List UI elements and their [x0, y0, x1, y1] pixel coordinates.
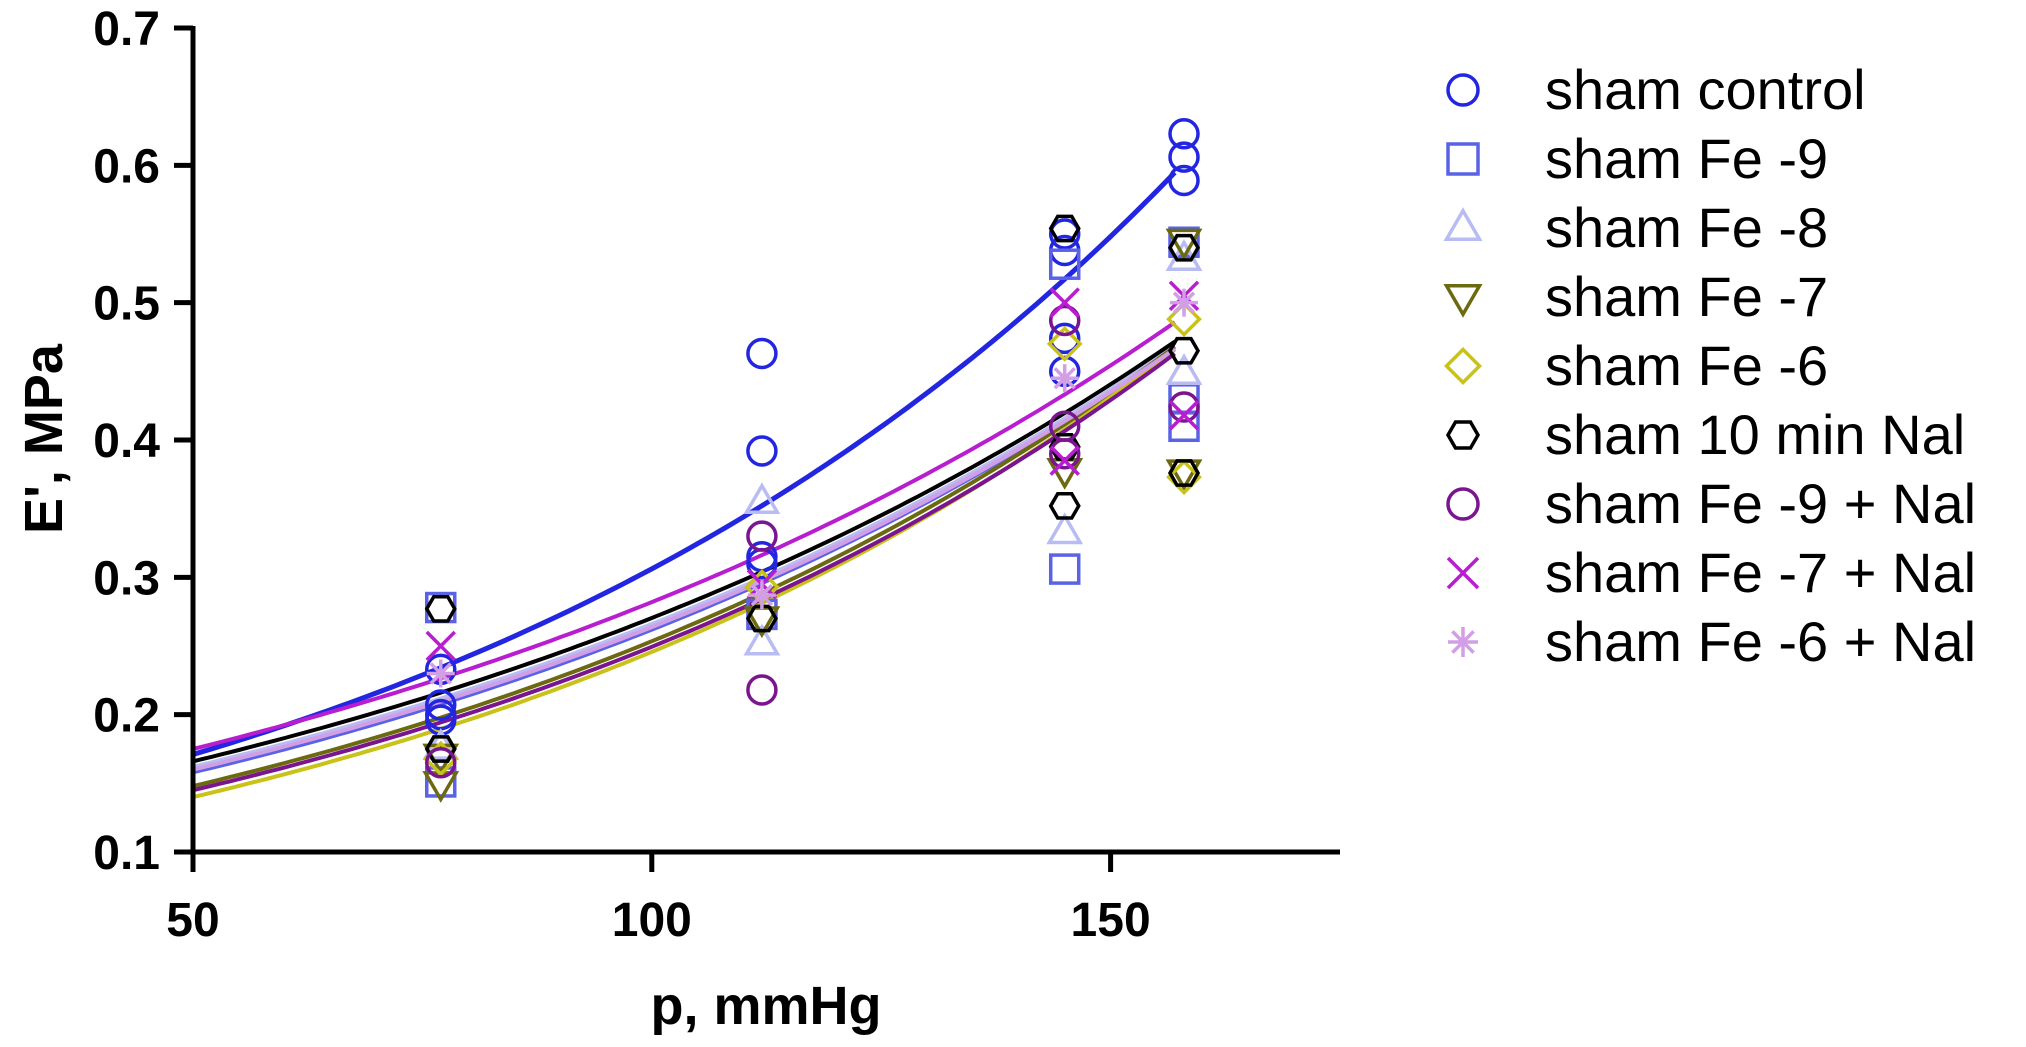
- y-tick-label: 0.7: [93, 3, 160, 56]
- x-tick-label: 100: [612, 894, 692, 947]
- y-tick-label: 0.4: [93, 415, 160, 468]
- fit-lines: [192, 170, 1177, 800]
- data-point-s6-3: [745, 604, 778, 633]
- fit-line-4: [192, 345, 1177, 789]
- y-tick-label: 0.6: [93, 140, 160, 193]
- data-point-s7-1: [425, 746, 457, 779]
- legend-item: sham Fe -6: [1444, 334, 1828, 397]
- fit-line-3: [192, 344, 1176, 769]
- data-point-s6-6: [1048, 492, 1081, 520]
- fit-line-9: [192, 347, 1176, 772]
- legend-label: sham Fe -7 + Nal: [1545, 541, 1976, 604]
- legend-item: sham Fe -7 + Nal: [1446, 541, 1976, 604]
- data-point-s7-7: [1168, 391, 1200, 423]
- x-tick-label: 50: [166, 894, 219, 947]
- legend-marker-7: [1446, 487, 1480, 521]
- data-point-s1-9: [1048, 218, 1081, 250]
- data-point-s6-1: [424, 595, 457, 623]
- data-point-s2-5: [1048, 553, 1081, 585]
- data-point-s6-8: [1167, 336, 1201, 365]
- legend-item: sham Fe -8: [1443, 196, 1828, 259]
- legend-marker-2: [1446, 142, 1480, 176]
- data-point-s7-6: [1048, 437, 1081, 470]
- y-tick-label: 0.3: [93, 552, 160, 605]
- legend-label: sham Fe -9 + Nal: [1545, 472, 1976, 535]
- legend-marker-8: [1446, 556, 1480, 590]
- x-axis-title: p, mmHg: [650, 976, 881, 1036]
- legend-item: sham Fe -7: [1443, 265, 1828, 328]
- data-point-s9-2: [747, 581, 776, 610]
- data-point-s6-4: [1048, 214, 1081, 243]
- data-point-s6-9: [1167, 459, 1201, 487]
- data-point-s2-8: [1168, 410, 1200, 443]
- data-point-s1-13: [1168, 117, 1200, 150]
- data-point-s3-3: [743, 623, 781, 656]
- y-tick-label: 0.1: [93, 827, 160, 880]
- data-point-s8-1: [425, 630, 456, 662]
- data-point-s1-15: [1168, 164, 1200, 197]
- y-tick-label: 0.5: [93, 278, 160, 331]
- legend-marker-9: [1448, 627, 1478, 657]
- data-point-s7-3: [746, 520, 778, 552]
- data-point-s5-3: [1046, 325, 1083, 362]
- legend-label: sham Fe -6 + Nal: [1545, 610, 1976, 673]
- data-point-s7-4: [1048, 304, 1081, 337]
- legend-marker-6: [1445, 420, 1481, 450]
- fit-line-1: [192, 170, 1177, 757]
- data-point-s4-5: [1165, 228, 1203, 261]
- legend-label: sham Fe -9: [1545, 127, 1828, 190]
- fit-line-8: [192, 320, 1176, 751]
- fit-line-6: [192, 339, 1176, 764]
- data-point-s5-5: [1166, 459, 1202, 495]
- y-axis-title: E', MPa: [14, 343, 74, 534]
- legend-item: sham Fe -6 + Nal: [1448, 610, 1976, 673]
- data-point-s8-3: [1049, 287, 1080, 318]
- legend-label: sham control: [1545, 58, 1866, 121]
- legend-label: sham Fe -6: [1545, 334, 1828, 397]
- data-point-s2-4: [1048, 248, 1081, 280]
- data-point-s1-2: [425, 689, 457, 721]
- ticks: 50 100 150 0.1 0.2 0.3 0.4 0.5 0.6 0.7: [93, 3, 1150, 947]
- data-point-s8-6: [1168, 400, 1200, 431]
- legend-marker-4: [1443, 284, 1483, 318]
- legend-label: sham 10 min Nal: [1545, 403, 1965, 466]
- legend-label: sham Fe -7: [1545, 265, 1828, 328]
- data-point-s7-2: [746, 674, 778, 706]
- data-point-s6-2: [424, 735, 457, 763]
- x-tick-label: 150: [1071, 894, 1151, 947]
- data-point-s8-4: [1049, 445, 1080, 476]
- data-point-s9-1: [426, 659, 455, 688]
- legend-marker-3: [1443, 207, 1483, 241]
- data-point-s3-6: [1165, 353, 1203, 385]
- y-tick-label: 0.2: [93, 690, 160, 743]
- data-point-s6-7: [1167, 233, 1201, 262]
- fit-line-7: [192, 351, 1177, 793]
- data-point-s9-3: [1050, 364, 1079, 393]
- legend-marker-5: [1444, 347, 1482, 385]
- legend-item: sham Fe -9: [1446, 127, 1828, 190]
- legend-item: sham control: [1446, 58, 1866, 121]
- data-point-s1-14: [1168, 141, 1200, 173]
- data-point-s1-5: [746, 337, 778, 370]
- data-point-s9-4: [1170, 288, 1199, 317]
- legend-label: sham Fe -8: [1545, 196, 1828, 259]
- data-point-s1-6: [746, 435, 778, 467]
- data-point-s3-2: [743, 482, 781, 515]
- data-points: [422, 117, 1203, 803]
- data-point-s5-4: [1166, 301, 1202, 338]
- legend-item: sham 10 min Nal: [1445, 403, 1965, 466]
- data-point-s1-11: [1048, 322, 1081, 355]
- legend-marker-1: [1446, 73, 1480, 107]
- data-point-s3-4: [1046, 512, 1084, 545]
- legend-item: sham Fe -9 + Nal: [1446, 472, 1976, 535]
